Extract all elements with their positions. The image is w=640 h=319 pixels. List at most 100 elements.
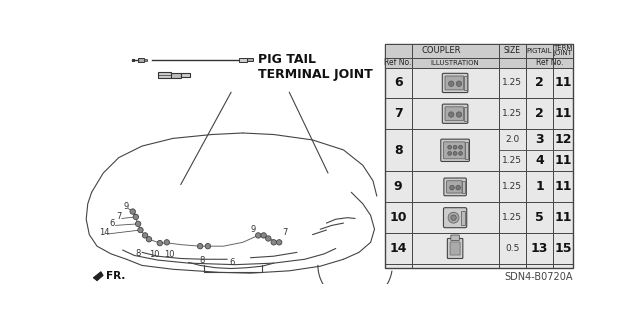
Text: 10: 10 bbox=[149, 250, 159, 259]
Circle shape bbox=[136, 221, 141, 226]
Text: 9: 9 bbox=[251, 225, 256, 234]
Bar bbox=[463, 107, 467, 121]
Circle shape bbox=[271, 240, 276, 245]
Circle shape bbox=[456, 81, 461, 86]
Text: 13: 13 bbox=[531, 242, 548, 255]
Text: 1.25: 1.25 bbox=[502, 156, 522, 166]
FancyBboxPatch shape bbox=[445, 107, 463, 121]
Text: PIGTAIL: PIGTAIL bbox=[527, 48, 552, 54]
Circle shape bbox=[448, 212, 459, 223]
FancyBboxPatch shape bbox=[444, 208, 467, 228]
Text: ILLUSTRATION: ILLUSTRATION bbox=[431, 60, 479, 65]
Text: 11: 11 bbox=[554, 107, 572, 120]
Text: 11: 11 bbox=[554, 180, 572, 193]
Text: Ref No.: Ref No. bbox=[385, 58, 412, 67]
Text: 7: 7 bbox=[283, 228, 288, 237]
FancyBboxPatch shape bbox=[447, 239, 463, 258]
Text: 6: 6 bbox=[109, 219, 115, 228]
FancyBboxPatch shape bbox=[442, 104, 468, 123]
Text: 14: 14 bbox=[389, 242, 407, 255]
Bar bbox=[180, 73, 190, 77]
Text: 6: 6 bbox=[229, 258, 235, 267]
Circle shape bbox=[449, 112, 454, 117]
Bar bbox=[138, 58, 145, 62]
Text: 5: 5 bbox=[535, 211, 544, 224]
FancyBboxPatch shape bbox=[447, 181, 462, 193]
Text: PIG TAIL: PIG TAIL bbox=[259, 53, 316, 66]
Circle shape bbox=[255, 233, 261, 238]
Text: 10: 10 bbox=[164, 250, 174, 259]
Text: 7: 7 bbox=[394, 107, 403, 120]
Bar bbox=[385, 44, 573, 268]
Text: 15: 15 bbox=[554, 242, 572, 255]
FancyBboxPatch shape bbox=[450, 242, 460, 255]
FancyBboxPatch shape bbox=[441, 139, 469, 161]
Text: 11: 11 bbox=[554, 154, 572, 167]
Text: 1.25: 1.25 bbox=[502, 78, 522, 87]
Bar bbox=[463, 76, 467, 90]
Circle shape bbox=[142, 233, 148, 238]
Circle shape bbox=[266, 236, 271, 241]
Text: SDN4-B0720A: SDN4-B0720A bbox=[504, 272, 573, 282]
Bar bbox=[157, 72, 172, 78]
Circle shape bbox=[276, 240, 282, 245]
Text: 2: 2 bbox=[535, 107, 544, 120]
Circle shape bbox=[450, 185, 454, 190]
Circle shape bbox=[133, 214, 138, 219]
Text: 10: 10 bbox=[389, 211, 407, 224]
Circle shape bbox=[138, 227, 143, 233]
FancyBboxPatch shape bbox=[442, 73, 468, 93]
Text: 14: 14 bbox=[99, 228, 109, 237]
Circle shape bbox=[130, 209, 136, 214]
Bar bbox=[246, 58, 253, 61]
FancyBboxPatch shape bbox=[445, 76, 463, 90]
Text: 6: 6 bbox=[394, 77, 403, 89]
Bar bbox=[465, 142, 468, 159]
Text: 11: 11 bbox=[554, 77, 572, 89]
FancyBboxPatch shape bbox=[444, 178, 467, 196]
Text: 4: 4 bbox=[535, 154, 544, 167]
Text: 8: 8 bbox=[394, 144, 403, 157]
Text: JOINT: JOINT bbox=[554, 50, 572, 56]
Circle shape bbox=[456, 185, 461, 190]
FancyBboxPatch shape bbox=[444, 142, 465, 159]
Circle shape bbox=[456, 112, 461, 117]
Text: 2.0: 2.0 bbox=[506, 135, 520, 144]
Text: FR.: FR. bbox=[106, 271, 125, 281]
Text: 9: 9 bbox=[394, 180, 403, 193]
Text: 9: 9 bbox=[123, 202, 129, 211]
Bar bbox=[239, 57, 246, 62]
Bar bbox=[80, 38, 382, 108]
Text: 1: 1 bbox=[535, 180, 544, 193]
Text: 8: 8 bbox=[136, 249, 141, 258]
Text: TERM: TERM bbox=[553, 45, 573, 51]
Circle shape bbox=[451, 215, 456, 220]
Circle shape bbox=[147, 237, 152, 242]
Text: SIZE: SIZE bbox=[504, 47, 521, 56]
Text: 3: 3 bbox=[535, 133, 544, 146]
Circle shape bbox=[448, 152, 452, 155]
Circle shape bbox=[453, 145, 457, 149]
Bar bbox=[461, 211, 465, 225]
Text: Ref No.: Ref No. bbox=[536, 58, 563, 67]
Polygon shape bbox=[93, 271, 103, 281]
Text: 11: 11 bbox=[554, 211, 572, 224]
Text: COUPLER: COUPLER bbox=[422, 47, 461, 56]
Text: 1.25: 1.25 bbox=[502, 109, 522, 118]
Text: 12: 12 bbox=[554, 133, 572, 146]
Circle shape bbox=[261, 233, 266, 238]
Bar bbox=[143, 59, 147, 61]
Circle shape bbox=[164, 240, 170, 245]
Circle shape bbox=[448, 145, 452, 149]
Circle shape bbox=[449, 81, 454, 86]
Bar bbox=[462, 181, 465, 193]
Text: 7: 7 bbox=[116, 211, 122, 221]
Text: 1.25: 1.25 bbox=[502, 182, 522, 191]
Text: 1.25: 1.25 bbox=[502, 213, 522, 222]
Circle shape bbox=[157, 241, 163, 246]
Bar bbox=[385, 44, 573, 68]
Text: TERMINAL JOINT: TERMINAL JOINT bbox=[259, 68, 373, 81]
Bar bbox=[172, 73, 180, 78]
Circle shape bbox=[197, 243, 203, 249]
Text: 2: 2 bbox=[535, 77, 544, 89]
